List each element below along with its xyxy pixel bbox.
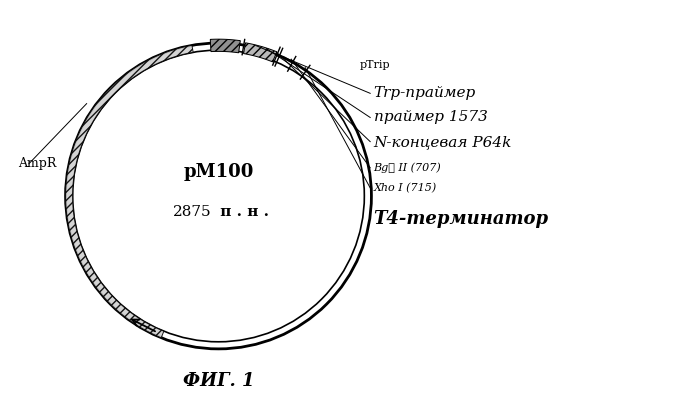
Polygon shape (243, 43, 277, 62)
Text: pTrip: pTrip (360, 60, 391, 70)
Text: праймер 1573: праймер 1573 (374, 111, 487, 124)
Text: pM100: pM100 (183, 163, 254, 181)
Text: 2875: 2875 (173, 205, 212, 219)
Text: Bgℓ II (707): Bgℓ II (707) (374, 162, 441, 173)
Text: T4-терминатор: T4-терминатор (374, 210, 549, 228)
Text: Xho I (715): Xho I (715) (374, 183, 437, 193)
Text: ФИГ. 1: ФИГ. 1 (182, 372, 254, 390)
Text: N-концевая P64k: N-концевая P64k (374, 135, 512, 149)
Text: Trp-праймер: Trp-праймер (374, 86, 476, 100)
Text: AmpR: AmpR (19, 157, 57, 170)
Polygon shape (210, 39, 240, 53)
Text: п . н .: п . н . (215, 205, 269, 219)
Polygon shape (66, 45, 193, 338)
